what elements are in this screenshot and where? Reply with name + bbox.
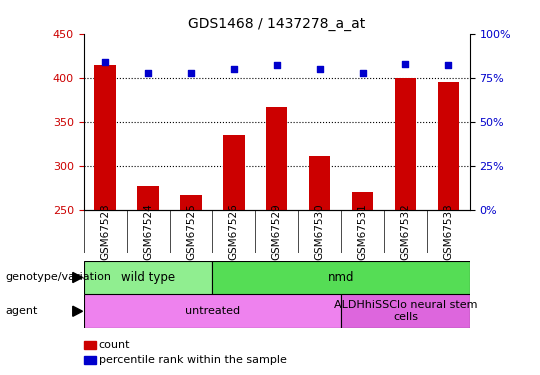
Title: GDS1468 / 1437278_a_at: GDS1468 / 1437278_a_at (188, 17, 366, 32)
Bar (309, 156, 330, 210)
Bar (341, 294, 470, 328)
Bar (437, 82, 459, 210)
Point (315, 66, 324, 72)
Bar (180, 195, 201, 210)
Text: agent: agent (5, 306, 38, 316)
Bar (212, 261, 470, 294)
Polygon shape (73, 272, 83, 283)
Text: GSM67526: GSM67526 (229, 203, 239, 260)
Point (444, 63, 453, 69)
Point (144, 69, 152, 75)
Text: percentile rank within the sample: percentile rank within the sample (99, 355, 287, 364)
Text: untreated: untreated (185, 306, 240, 316)
Point (358, 69, 367, 75)
Bar (94, 64, 116, 210)
Bar (84, 261, 212, 294)
Text: GSM67523: GSM67523 (100, 203, 110, 260)
Bar (266, 107, 287, 210)
Text: genotype/variation: genotype/variation (5, 273, 111, 282)
Bar (395, 78, 416, 210)
Bar (137, 186, 159, 210)
Point (401, 61, 410, 67)
Bar (84, 294, 341, 328)
Text: wild type: wild type (121, 271, 175, 284)
Point (187, 69, 195, 75)
Text: GSM67531: GSM67531 (357, 203, 368, 260)
Text: nmd: nmd (328, 271, 354, 284)
Polygon shape (73, 306, 83, 316)
Point (273, 63, 281, 69)
Text: ALDHhiSSClo neural stem
cells: ALDHhiSSClo neural stem cells (334, 300, 477, 322)
Text: GSM67532: GSM67532 (401, 203, 410, 260)
Text: GSM67525: GSM67525 (186, 203, 196, 260)
Point (230, 66, 238, 72)
Text: count: count (99, 340, 130, 350)
Point (101, 59, 110, 65)
Bar (223, 135, 245, 210)
Text: GSM67524: GSM67524 (143, 203, 153, 260)
Text: GSM67530: GSM67530 (315, 203, 325, 260)
Bar (352, 192, 373, 210)
Text: GSM67533: GSM67533 (443, 203, 454, 260)
Text: GSM67529: GSM67529 (272, 203, 282, 260)
